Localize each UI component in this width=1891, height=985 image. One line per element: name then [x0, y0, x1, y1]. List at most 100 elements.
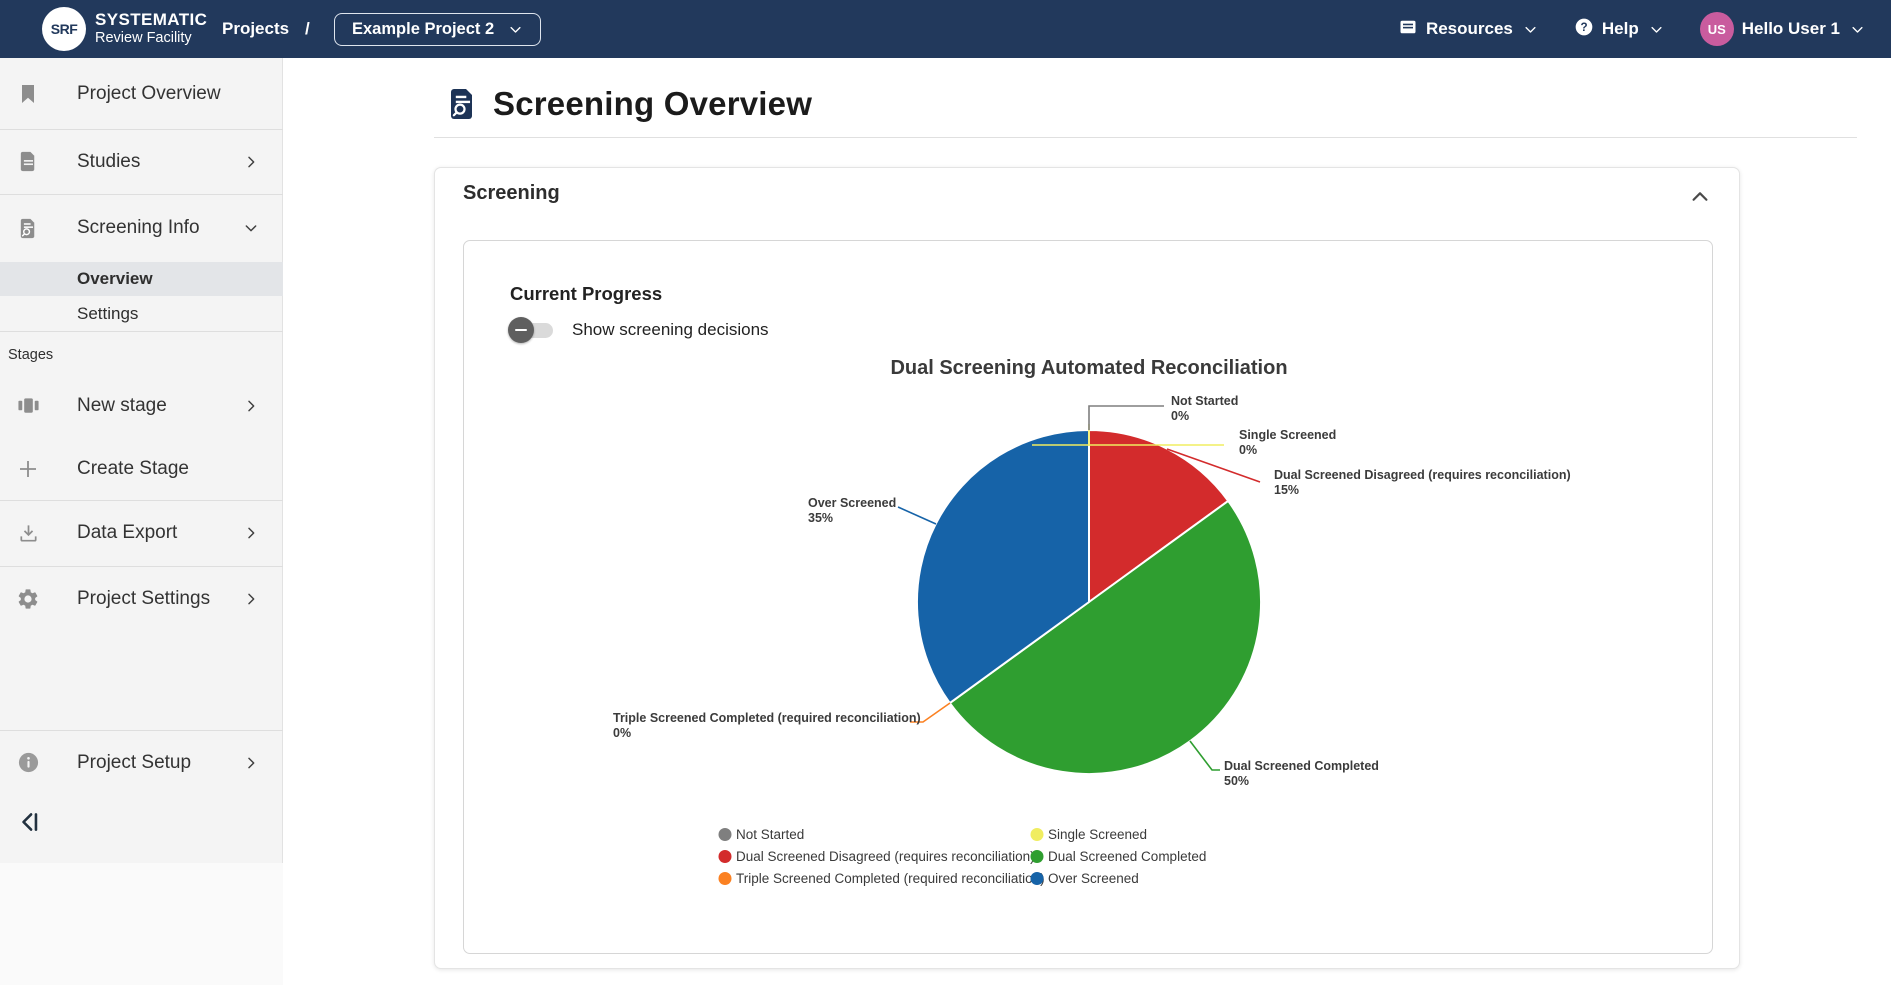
callout-single-screened-label: Single Screened — [1239, 428, 1336, 442]
leader-over-screened — [897, 506, 937, 525]
legend-item-not-started[interactable]: Not Started — [718, 827, 805, 842]
legend-label: Triple Screened Completed (required reco… — [736, 871, 1045, 886]
collapse-card-button[interactable] — [1687, 184, 1713, 210]
pie-chart: Dual Screening Automated Reconciliation … — [613, 357, 1571, 886]
minus-icon — [515, 328, 527, 332]
screening-card: Screening Current Progress Show screenin… — [434, 167, 1740, 969]
sidebar: Project Overview Studies Screening Info … — [0, 58, 283, 863]
sidebar-item-label: Project Overview — [77, 82, 221, 104]
legend-label: Dual Screened Completed — [1048, 849, 1206, 864]
user-menu[interactable]: US Hello User 1 — [1699, 12, 1865, 46]
sidebar-subitem-label: Settings — [77, 303, 139, 323]
chevron-right-icon — [243, 755, 259, 771]
leader-dual-disagreed — [1166, 448, 1261, 483]
legend-marker — [718, 850, 732, 863]
sidebar-item-project-setup[interactable]: Project Setup — [0, 730, 283, 795]
sidebar-item-label: Project Settings — [77, 587, 211, 609]
callout-over-screened-pct: 35% — [808, 511, 833, 525]
avatar: US — [1699, 12, 1734, 46]
user-greeting: Hello User 1 — [1741, 19, 1840, 38]
legend-item-dual-disagreed[interactable]: Dual Screened Disagreed (requires reconc… — [718, 849, 1035, 864]
stages-section-heading: Stages — [8, 347, 54, 363]
toggle-row: Show screening decisions — [508, 316, 769, 344]
collapse-left-icon — [17, 809, 43, 840]
top-navbar: SRF SYSTEMATIC Review Facility Projects … — [0, 0, 1891, 58]
sidebar-item-label: Studies — [77, 150, 141, 172]
legend-item-triple-screened[interactable]: Triple Screened Completed (required reco… — [718, 871, 1045, 886]
leader-not-started — [1088, 405, 1164, 430]
divider — [0, 331, 283, 332]
pie-slices — [915, 428, 1263, 776]
legend-marker — [718, 872, 732, 885]
project-selector-label: Example Project 2 — [352, 20, 495, 38]
callout-dual-completed-label: Dual Screened Completed — [1224, 759, 1379, 773]
page-title-row: Screening Overview — [445, 85, 812, 123]
chevron-down-icon — [1649, 22, 1664, 37]
stage-carousel-icon — [16, 394, 40, 418]
sidebar-subitem-overview[interactable]: Overview — [0, 262, 283, 296]
sidebar-item-new-stage[interactable]: New stage — [0, 374, 283, 437]
document-icon — [16, 150, 40, 174]
divider — [434, 137, 1857, 138]
legend-marker — [1030, 850, 1044, 863]
brand-logo[interactable]: SRF — [42, 7, 86, 51]
toggle-label: Show screening decisions — [572, 320, 769, 339]
help-menu[interactable]: Help — [1574, 17, 1664, 42]
leader-triple-screened — [910, 702, 951, 723]
divider — [0, 500, 283, 501]
sidebar-item-data-export[interactable]: Data Export — [0, 500, 283, 566]
callout-single-screened-pct: 0% — [1239, 443, 1257, 457]
resources-icon — [1398, 17, 1418, 42]
sidebar-item-label: Create Stage — [77, 457, 189, 479]
callout-dual-disagreed-label: Dual Screened Disagreed (requires reconc… — [1274, 468, 1571, 482]
sidebar-item-create-stage[interactable]: Create Stage — [0, 437, 283, 500]
callout-dual-completed-pct: 50% — [1224, 774, 1249, 788]
chevron-down-icon — [1523, 22, 1538, 37]
help-label: Help — [1601, 19, 1639, 38]
legend-item-dual-completed[interactable]: Dual Screened Completed — [1030, 849, 1207, 864]
brand-logo-initials: SRF — [50, 21, 78, 37]
leader-dual-completed — [1189, 740, 1220, 771]
toggle-thumb — [508, 317, 534, 343]
legend-item-single-screened[interactable]: Single Screened — [1030, 827, 1148, 842]
breadcrumb-projects-link[interactable]: Projects — [222, 19, 290, 38]
divider — [0, 194, 283, 195]
chevron-right-icon — [243, 154, 259, 170]
callout-not-started-label: Not Started — [1171, 394, 1238, 408]
download-icon — [16, 521, 40, 545]
navbar-right-menu: Resources Help US Hello User 1 — [1398, 0, 1865, 58]
chevron-right-icon — [243, 525, 259, 541]
sidebar-item-studies[interactable]: Studies — [0, 129, 283, 194]
current-progress-heading: Current Progress — [510, 283, 663, 304]
help-icon — [1574, 17, 1594, 42]
sidebar-item-project-overview[interactable]: Project Overview — [0, 58, 283, 129]
bookmark-icon — [16, 82, 40, 106]
callout-triple-screened-label: Triple Screened Completed (required reco… — [613, 711, 921, 725]
show-decisions-toggle[interactable] — [508, 316, 556, 344]
sidebar-collapse-button[interactable] — [14, 808, 46, 840]
chevron-down-icon — [243, 220, 259, 236]
project-selector-button[interactable]: Example Project 2 — [334, 13, 542, 46]
sidebar-item-project-settings[interactable]: Project Settings — [0, 566, 283, 631]
chart-title: Dual Screening Automated Reconciliation — [890, 357, 1287, 379]
divider — [0, 566, 283, 567]
sidebar-item-label: Project Setup — [77, 751, 192, 773]
sidebar-subitem-settings[interactable]: Settings — [0, 296, 283, 331]
callout-not-started-pct: 0% — [1171, 409, 1189, 423]
legend-label: Over Screened — [1048, 871, 1139, 886]
document-search-icon — [16, 216, 40, 240]
callout-triple-screened-pct: 0% — [613, 726, 631, 740]
resources-menu[interactable]: Resources — [1398, 17, 1538, 42]
gear-icon — [16, 587, 40, 611]
sidebar-item-label: Data Export — [77, 522, 178, 543]
brand-wordmark: SYSTEMATIC Review Facility — [95, 10, 207, 46]
info-icon — [16, 751, 40, 775]
sidebar-subitem-label: Overview — [77, 269, 153, 288]
document-search-icon — [445, 86, 481, 122]
legend-item-over-screened[interactable]: Over Screened — [1030, 871, 1139, 886]
resources-label: Resources — [1425, 19, 1513, 38]
screening-card-title: Screening — [463, 182, 560, 204]
divider — [0, 730, 283, 731]
chevron-right-icon — [243, 591, 259, 607]
sidebar-item-screening-info[interactable]: Screening Info — [0, 194, 283, 262]
